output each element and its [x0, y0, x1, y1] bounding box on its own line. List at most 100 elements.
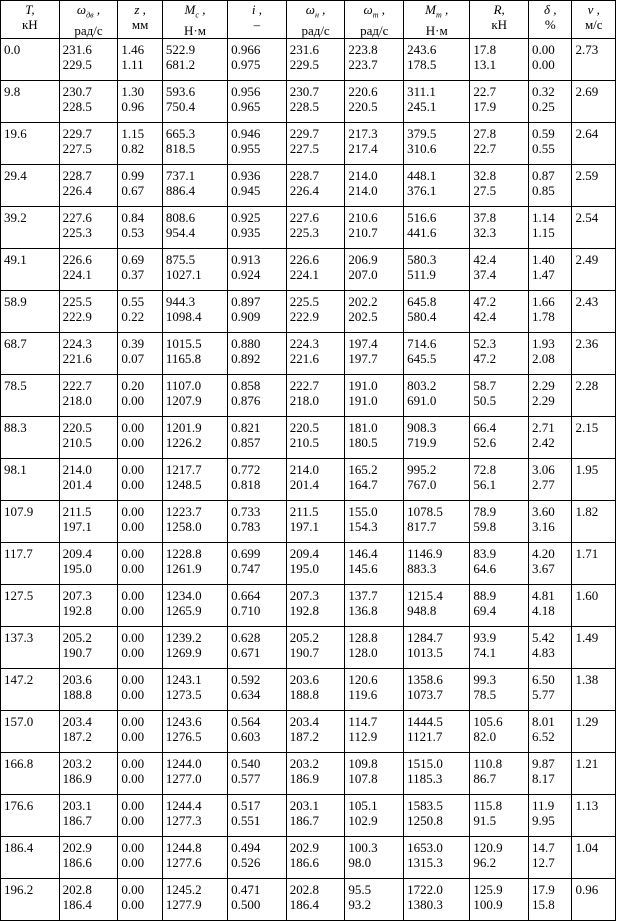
cell-moment-c: 1245.2 1277.9 [161, 878, 229, 921]
value: 176.6 [4, 798, 34, 813]
cell-moment-t: 1078.5 817.7 [403, 500, 471, 543]
value-lower: 0.37 [121, 267, 145, 282]
value-upper: 1245.2 [165, 882, 202, 897]
value-lower: 186.4 [62, 897, 92, 912]
value-upper: 1.93 [532, 336, 555, 351]
value-upper: 1.66 [532, 294, 555, 309]
cell-slip: 0.87 0.85 [528, 164, 573, 207]
value-upper: 230.7 [289, 84, 319, 99]
cell-slip: 8.01 6.52 [528, 710, 573, 753]
cell-speed: 1.95 [571, 458, 616, 501]
value-lower: 82.0 [473, 729, 497, 744]
cell-slip: 1.66 1.78 [528, 290, 573, 333]
cell-omega-n: 224.3 221.6 [285, 332, 346, 375]
value-upper: 9.87 [532, 756, 555, 771]
column-unit: рад/с [74, 22, 103, 38]
value-upper: 202.8 [62, 882, 92, 897]
cell-speed: 2.36 [571, 332, 616, 375]
value-lower: 186.6 [62, 855, 92, 870]
cell-omega-t: 137.7 136.8 [344, 584, 405, 627]
cell-load: 78.5 [0, 374, 60, 417]
cell-moment-c: 1244.4 1277.3 [161, 794, 229, 837]
value-lower: 0.965 [231, 99, 261, 114]
cell-force: 72.8 56.1 [469, 458, 530, 501]
value-lower: 0.00 [121, 435, 145, 450]
cell-moment-t: 1358.6 1073.7 [403, 668, 471, 711]
value-lower: 52.6 [473, 435, 497, 450]
value-upper: 203.1 [289, 798, 319, 813]
cell-omega-n: 227.6 225.3 [285, 206, 346, 249]
cell-moment-c: 1243.6 1276.5 [161, 710, 229, 753]
cell-ratio: 0.471 0.500 [227, 878, 287, 921]
value-lower: 719.9 [407, 435, 437, 450]
cell-load: 127.5 [0, 584, 60, 627]
value-upper: 0.00 [121, 756, 145, 771]
value-lower: 0.00 [121, 897, 145, 912]
table-row: 147.2 203.6 188.8 0.00 0.00 1243.1 1273.5 0.592… [0, 668, 616, 711]
value-upper: 165.2 [348, 462, 378, 477]
cell-omega-n: 205.2 190.7 [285, 626, 346, 669]
value-upper: 0.00 [121, 672, 145, 687]
value-lower: 0.500 [231, 897, 261, 912]
value-upper: 0.00 [121, 420, 145, 435]
cell-z: 0.00 0.00 [117, 416, 163, 459]
value-upper: 214.0 [62, 462, 92, 477]
cell-z: 0.00 0.00 [117, 668, 163, 711]
value-upper: 211.5 [289, 504, 319, 519]
column-header: ωн , рад/с [285, 0, 346, 39]
cell-moment-t: 1284.7 1013.5 [403, 626, 471, 669]
cell-omega-t: 114.7 112.9 [344, 710, 405, 753]
cell-speed: 2.59 [571, 164, 616, 207]
cell-force: 93.9 74.1 [469, 626, 530, 669]
value-upper: 6.50 [532, 672, 555, 687]
value-lower: 229.5 [289, 57, 319, 72]
cell-omega-engine: 209.4 195.0 [58, 542, 119, 585]
value-upper: 217.3 [348, 126, 378, 141]
cell-moment-c: 1201.9 1226.2 [161, 416, 229, 459]
cell-moment-c: 1217.7 1248.5 [161, 458, 229, 501]
value: 1.60 [575, 588, 599, 603]
cell-moment-c: 1234.0 1265.9 [161, 584, 229, 627]
value-lower: 178.5 [407, 57, 437, 72]
value-lower: 1121.7 [407, 729, 443, 744]
value-upper: 0.87 [532, 168, 555, 183]
value-lower: 1277.6 [165, 855, 202, 870]
cell-omega-n: 203.6 188.8 [285, 668, 346, 711]
value-lower: 0.671 [231, 645, 261, 660]
table-row: 9.8 230.7 228.5 1.30 0.96 593.6 750.4 0.956 0.96… [0, 80, 616, 123]
value-lower: 0.00 [121, 855, 145, 870]
value-upper: 1.46 [121, 42, 145, 57]
value-lower: 948.8 [407, 603, 437, 618]
value-lower: 225.3 [289, 225, 319, 240]
cell-moment-c: 1244.0 1277.0 [161, 752, 229, 795]
value: 1.13 [575, 798, 599, 813]
cell-omega-n: 222.7 218.0 [285, 374, 346, 417]
value-lower: 1261.9 [165, 561, 202, 576]
value-lower: 12.7 [532, 855, 555, 870]
cell-load: 157.0 [0, 710, 60, 753]
column-header: Mc , Н·м [161, 0, 229, 39]
value-lower: 93.2 [348, 897, 372, 912]
cell-speed: 2.28 [571, 374, 616, 417]
value-lower: 78.5 [473, 687, 497, 702]
value-lower: 201.4 [289, 477, 319, 492]
cell-ratio: 0.936 0.945 [227, 164, 287, 207]
value-lower: 0.00 [121, 477, 145, 492]
value: 2.59 [575, 168, 599, 183]
cell-moment-c: 1244.8 1277.6 [161, 836, 229, 879]
cell-slip: 4.20 3.67 [528, 542, 573, 585]
value-lower: 0.00 [121, 687, 145, 702]
cell-omega-n: 202.8 186.4 [285, 878, 346, 921]
value: 137.3 [4, 630, 34, 645]
value: 0.0 [4, 42, 21, 57]
value-lower: 4.83 [532, 645, 555, 660]
value-upper: 0.00 [121, 882, 145, 897]
value-upper: 231.6 [289, 42, 319, 57]
value-upper: 1234.0 [165, 588, 202, 603]
cell-moment-c: 875.5 1027.1 [161, 248, 229, 291]
cell-force: 88.9 69.4 [469, 584, 530, 627]
value-upper: 3.06 [532, 462, 555, 477]
value-lower: 188.8 [62, 687, 92, 702]
value: 9.8 [4, 84, 21, 99]
